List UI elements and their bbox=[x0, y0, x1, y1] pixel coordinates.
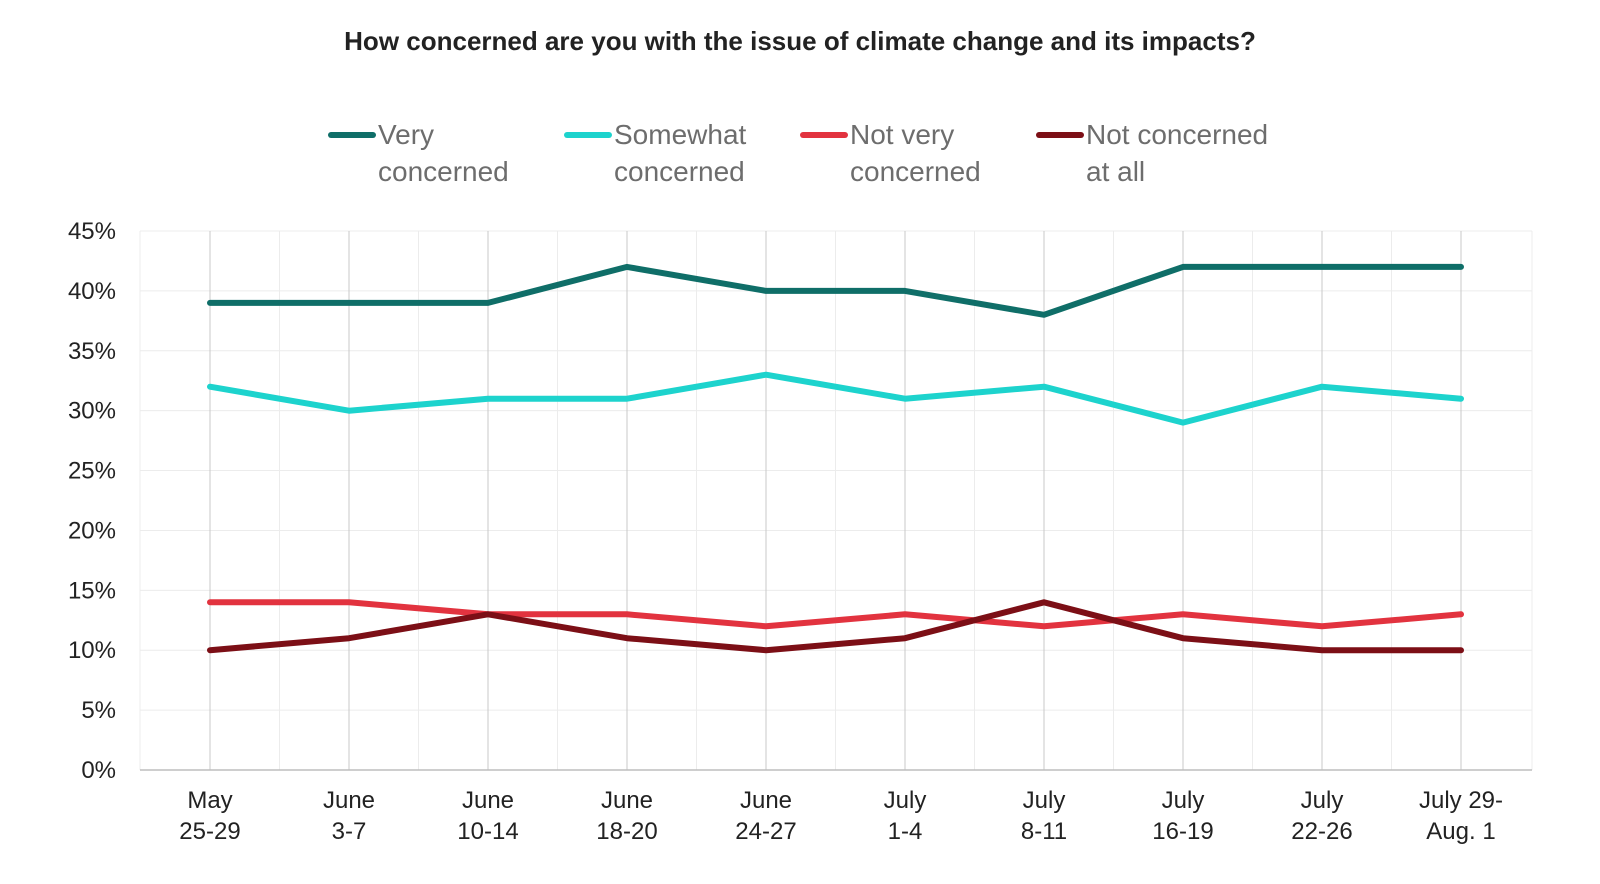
x-tick-label: 24-27 bbox=[735, 818, 796, 845]
x-tick-label: July bbox=[1162, 787, 1205, 814]
legend-label-somewhat-concerned: Somewhat concerned bbox=[614, 119, 747, 187]
y-tick-label: 40% bbox=[68, 278, 116, 305]
y-tick-label: 20% bbox=[68, 517, 116, 544]
legend-swatch-very-concerned bbox=[328, 132, 376, 138]
series-line-somewhat-concerned bbox=[207, 371, 1464, 426]
x-tick-label: 22-26 bbox=[1291, 818, 1352, 845]
x-tick-label: 8-11 bbox=[1021, 818, 1067, 845]
x-tick-label: 3-7 bbox=[332, 818, 367, 845]
legend-label-not-very-concerned: Not very concerned bbox=[850, 119, 981, 187]
x-tick-label: May bbox=[187, 787, 232, 814]
y-tick-label: 5% bbox=[81, 697, 116, 724]
x-tick-label: Aug. 1 bbox=[1426, 818, 1495, 845]
x-tick-label: July bbox=[1023, 787, 1066, 814]
x-tick-label: July 29- bbox=[1419, 787, 1503, 814]
chart-title: How concerned are you with the issue of … bbox=[344, 26, 1256, 56]
y-tick-label: 15% bbox=[68, 577, 116, 604]
x-tick-label: June bbox=[323, 787, 375, 814]
y-tick-label: 25% bbox=[68, 458, 116, 485]
series-line-not-very-concerned bbox=[207, 599, 1464, 630]
x-tick-label: 25-29 bbox=[179, 818, 240, 845]
x-tick-label: 1-4 bbox=[888, 818, 923, 845]
x-tick-label: 18-20 bbox=[596, 818, 657, 845]
series-line-not-concerned-at-all bbox=[207, 599, 1464, 654]
x-tick-label: June bbox=[740, 787, 792, 814]
legend: Very concerned Somewhat concerned Not ve… bbox=[0, 116, 1600, 196]
legend-swatch-not-concerned-at-all bbox=[1036, 132, 1084, 138]
x-tick-label: 10-14 bbox=[457, 818, 518, 845]
x-tick-label: June bbox=[601, 787, 653, 814]
series-line-very-concerned bbox=[207, 263, 1464, 318]
y-tick-label: 10% bbox=[68, 637, 116, 664]
legend-label-very-concerned: Very concerned bbox=[378, 119, 509, 187]
y-tick-label: 45% bbox=[68, 218, 116, 245]
x-tick-label: June bbox=[462, 787, 514, 814]
legend-swatch-not-very-concerned bbox=[800, 132, 848, 138]
y-tick-label: 30% bbox=[68, 398, 116, 425]
x-tick-label: July bbox=[1301, 787, 1344, 814]
x-tick-label: July bbox=[884, 787, 927, 814]
x-tick-label: 16-19 bbox=[1152, 818, 1213, 845]
y-tick-label: 35% bbox=[68, 338, 116, 365]
legend-label-not-concerned-at-all: Not concerned at all bbox=[1086, 119, 1269, 187]
y-tick-label: 0% bbox=[81, 757, 116, 784]
legend-swatch-somewhat-concerned bbox=[564, 132, 612, 138]
